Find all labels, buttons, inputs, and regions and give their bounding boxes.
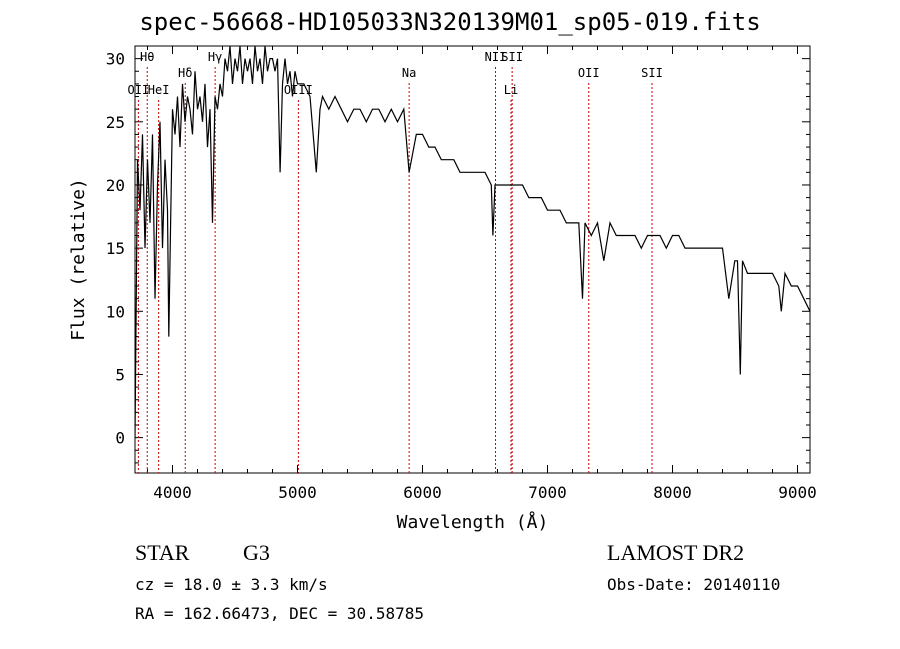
x-tick-label: 4000 [153, 483, 192, 502]
x-tick-label: 6000 [403, 483, 442, 502]
x-tick-label: 5000 [278, 483, 317, 502]
x-tick-label: 9000 [778, 483, 817, 502]
redshift-cz: cz = 18.0 ± 3.3 km/s [135, 575, 328, 594]
x-axis-label: Wavelength (Å) [397, 511, 549, 533]
line-marker-label: SII [641, 66, 663, 80]
plot-frame [134, 45, 811, 474]
line-marker-label: SII [501, 50, 523, 64]
object-subclass: G3 [243, 540, 270, 565]
line-marker-label: OIII [284, 83, 313, 97]
y-tick-label: 15 [106, 239, 125, 258]
line-marker-label: Hθ [140, 50, 154, 64]
line-marker-label: OII [578, 66, 600, 80]
coordinates: RA = 162.66473, DEC = 30.58785 [135, 604, 424, 623]
survey-label: LAMOST DR2 [607, 540, 745, 565]
spectrum-line [135, 46, 810, 438]
y-tick-label: 10 [106, 302, 125, 321]
line-marker-label: NII [485, 50, 507, 64]
y-tick-label: 20 [106, 176, 125, 195]
object-class: STAR [135, 540, 190, 565]
line-marker-label: Hγ [208, 50, 222, 64]
chart-title: spec-56668-HD105033N320139M01_sp05-019.f… [139, 8, 761, 36]
y-tick-label: 25 [106, 113, 125, 132]
line-marker-label: Hδ [178, 66, 192, 80]
line-marker-label: Li [504, 83, 518, 97]
line-marker-label: Na [402, 66, 416, 80]
y-tick-label: 0 [115, 429, 125, 448]
x-tick-label: 8000 [653, 483, 692, 502]
line-marker-label: OII [128, 83, 150, 97]
y-tick-label: 30 [106, 50, 125, 69]
x-tick-label: 7000 [528, 483, 567, 502]
y-axis-label: Flux (relative) [68, 178, 89, 341]
line-marker-label: HeI [148, 83, 170, 97]
y-tick-label: 5 [115, 365, 125, 384]
obs-date: Obs-Date: 20140110 [607, 575, 781, 594]
